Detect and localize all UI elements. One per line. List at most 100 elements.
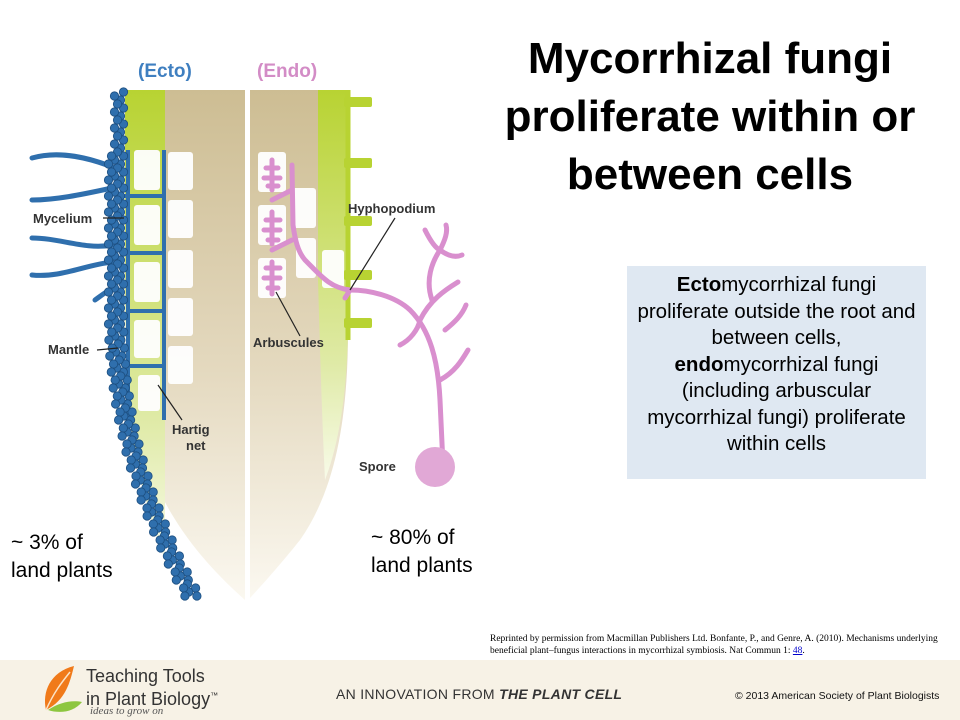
mantle-bead: [109, 91, 120, 101]
endo-hyphae: [261, 157, 471, 468]
mantle-bead: [106, 311, 117, 321]
slide-title: Mycorrhizal fungi proliferate within or …: [504, 34, 916, 199]
logo-line1: Teaching Tools: [86, 666, 205, 686]
mantle-bead: [110, 375, 120, 385]
mantle-bead: [106, 263, 117, 273]
mantle-bead: [111, 399, 121, 409]
mantle-bead: [109, 123, 120, 133]
mantle-bead: [103, 303, 114, 313]
hartig-label-line1: Hartig: [172, 422, 210, 437]
logo-tagline: ideas to grow on: [90, 705, 164, 717]
mantle-bead: [162, 551, 172, 561]
mantle-bead: [106, 367, 116, 377]
mantle-bead: [131, 471, 141, 481]
mantle-bead: [149, 527, 159, 537]
innovation-prefix: AN INNOVATION FROM: [336, 686, 495, 702]
logo-line2: in Plant Biology: [86, 689, 211, 709]
mantle-bead: [103, 287, 114, 297]
citation-text: Reprinted by permission from Macmillan P…: [490, 634, 938, 656]
mantle-bead: [180, 591, 190, 601]
mantle-bead: [142, 503, 152, 513]
innovation-text: AN INNOVATION FROM THE PLANT CELL: [336, 686, 622, 702]
mantle-bead: [103, 255, 114, 265]
mantle-bead: [114, 415, 124, 425]
ecto-mycelium: [29, 152, 118, 303]
mantle-bead: [122, 439, 132, 449]
mantle-bead: [106, 199, 117, 209]
mycorrhiza-diagram: (Ecto) (Endo) Mycelium Mantle Hartig net…: [29, 61, 471, 601]
mantle-bead: [130, 479, 141, 489]
mantle-bead: [171, 575, 181, 585]
mantle-bead: [154, 503, 164, 513]
mantle-bead: [106, 231, 117, 241]
leader-lines: [96, 217, 396, 421]
mantle-bead: [103, 175, 114, 185]
mantle-bead: [106, 167, 117, 177]
citation: Reprinted by permission from Macmillan P…: [490, 633, 955, 657]
endo-stat: ~ 80% of land plants: [371, 524, 473, 580]
mantle-bead: [112, 391, 122, 401]
mantle-bead: [103, 191, 114, 201]
spore-label: Spore: [359, 459, 396, 474]
info-ecto-text: mycorrhizal fungi proliferate outside th…: [637, 273, 916, 349]
mantle-bead: [156, 543, 166, 553]
leaf-logo-icon: [45, 666, 82, 712]
logo-title: Teaching Tools in Plant Biology™: [86, 667, 218, 709]
info-endo-bold: endo: [674, 352, 724, 376]
mantle-bead: [106, 279, 117, 289]
mantle-bead: [112, 99, 123, 109]
hyphopodium-label: Hyphopodium: [348, 201, 435, 216]
arbuscules-label: Arbuscules: [253, 335, 324, 350]
mantle-bead: [118, 87, 129, 97]
mantle-bead: [109, 107, 120, 117]
innovation-bold: THE PLANT CELL: [499, 686, 623, 702]
mantle-bead: [106, 295, 117, 305]
info-ecto-bold: Ecto: [676, 273, 722, 296]
footer: [0, 660, 960, 720]
mantle-bead: [109, 139, 120, 149]
mantle-bead: [121, 447, 131, 457]
mantle-bead: [108, 359, 119, 369]
endo-label: (Endo): [257, 61, 317, 82]
copyright: © 2013 American Society of Plant Biologi…: [735, 690, 940, 702]
hartig-net: [120, 150, 166, 420]
ecto-stat-line1: ~ 3% of: [11, 531, 83, 554]
mantle-bead: [155, 535, 165, 545]
mantle-bead: [106, 183, 117, 193]
mantle-bead: [107, 327, 117, 337]
mantle-bead: [170, 567, 180, 577]
citation-link[interactable]: 48: [792, 646, 803, 656]
mantle-bead: [103, 223, 114, 233]
mantle-bead: [112, 115, 123, 125]
info-endo-text: mycorrhizal fungi (including arbuscular …: [647, 352, 906, 456]
mantle-bead: [103, 239, 114, 249]
mantle-bead: [136, 487, 146, 497]
mantle-bead: [142, 511, 152, 521]
spore-shape: [415, 447, 455, 487]
mantle-beads: [103, 87, 202, 601]
mantle-bead: [105, 351, 115, 361]
mantle-bead: [115, 407, 125, 417]
mantle-bead: [179, 583, 189, 593]
ecto-label: (Ecto): [138, 61, 192, 82]
mantle-bead: [192, 591, 202, 601]
mycelium-label: Mycelium: [33, 211, 92, 226]
endo-stat-line2: land plants: [371, 554, 473, 577]
mantle-bead: [103, 271, 114, 281]
mantle-label: Mantle: [48, 342, 89, 357]
ecto-root: [125, 90, 245, 600]
mantle-bead: [108, 383, 118, 393]
mantle-bead: [117, 431, 127, 441]
info-box: Ectomycorrhizal fungi proliferate outsid…: [627, 266, 926, 479]
endo-stat-line1: ~ 80% of: [371, 526, 455, 549]
logo-trademark: ™: [210, 691, 219, 700]
mantle-bead: [148, 519, 158, 529]
mantle-bead: [112, 131, 123, 141]
mantle-bead: [103, 319, 114, 329]
mantle-bead: [106, 215, 117, 225]
ecto-stat-line2: land plants: [11, 559, 113, 582]
mantle-bead: [126, 455, 136, 465]
mantle-bead: [106, 151, 117, 161]
mantle-bead: [106, 247, 117, 257]
mantle-bead: [163, 559, 173, 569]
